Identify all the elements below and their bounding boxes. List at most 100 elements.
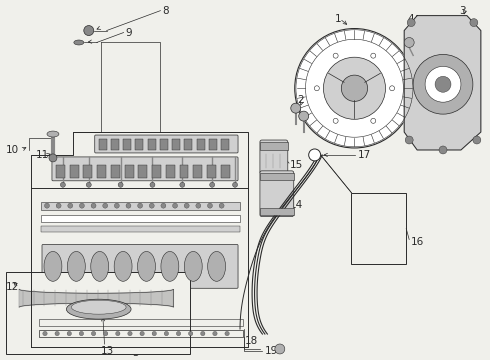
Circle shape (68, 203, 73, 208)
Text: 1: 1 (335, 14, 341, 24)
Circle shape (161, 203, 166, 208)
Circle shape (60, 182, 65, 187)
Bar (70, 165, 78, 178)
Ellipse shape (68, 251, 85, 281)
Text: 12: 12 (6, 282, 20, 292)
Circle shape (55, 331, 59, 336)
Bar (123, 139, 131, 150)
Ellipse shape (184, 251, 202, 281)
Ellipse shape (74, 40, 84, 45)
Circle shape (210, 182, 215, 187)
Bar (220, 165, 230, 178)
Text: 2: 2 (298, 95, 304, 105)
Circle shape (225, 331, 229, 336)
Text: 10: 10 (6, 145, 19, 155)
Text: 16: 16 (411, 237, 424, 247)
Text: 9: 9 (125, 27, 132, 37)
Circle shape (103, 203, 108, 208)
Circle shape (150, 182, 155, 187)
Text: 19: 19 (265, 346, 278, 356)
Circle shape (116, 331, 120, 336)
Text: 3: 3 (459, 6, 466, 15)
Circle shape (473, 136, 481, 144)
Bar (184, 139, 193, 150)
Circle shape (404, 37, 414, 48)
FancyBboxPatch shape (260, 140, 288, 174)
Circle shape (67, 331, 72, 336)
Circle shape (323, 57, 386, 119)
Circle shape (309, 149, 320, 161)
Circle shape (342, 75, 368, 102)
Bar (179, 165, 189, 178)
Circle shape (470, 19, 478, 27)
Circle shape (152, 331, 156, 336)
Ellipse shape (72, 300, 126, 314)
Ellipse shape (91, 251, 109, 281)
Circle shape (180, 182, 185, 187)
Ellipse shape (114, 251, 132, 281)
Bar (207, 165, 216, 178)
Ellipse shape (47, 131, 59, 137)
Text: 14: 14 (290, 200, 303, 210)
Text: 15: 15 (290, 160, 303, 170)
Bar (160, 139, 168, 150)
Bar (6, 273, 190, 354)
Bar (41, 202, 240, 210)
Bar (97, 165, 106, 178)
Circle shape (196, 203, 201, 208)
Circle shape (275, 344, 285, 354)
Circle shape (138, 203, 143, 208)
Circle shape (439, 146, 447, 154)
Circle shape (315, 86, 319, 91)
FancyBboxPatch shape (52, 157, 238, 181)
Bar (39, 330, 243, 337)
Circle shape (91, 203, 96, 208)
Circle shape (333, 53, 338, 58)
Bar (166, 165, 175, 178)
Text: 11: 11 (36, 150, 49, 160)
Bar (152, 165, 161, 178)
Bar (209, 139, 217, 150)
Text: 7: 7 (218, 140, 225, 150)
Ellipse shape (208, 251, 225, 281)
Circle shape (295, 28, 414, 148)
FancyBboxPatch shape (95, 135, 238, 153)
Bar (351, 193, 406, 264)
Text: 18: 18 (245, 336, 258, 346)
Circle shape (299, 111, 309, 121)
Circle shape (405, 136, 413, 144)
Circle shape (140, 331, 144, 336)
FancyBboxPatch shape (260, 171, 294, 217)
Bar (193, 165, 202, 178)
Circle shape (149, 203, 154, 208)
Circle shape (118, 182, 123, 187)
Circle shape (207, 203, 213, 208)
Circle shape (213, 331, 217, 336)
Circle shape (103, 331, 108, 336)
Text: 4: 4 (407, 14, 414, 24)
Ellipse shape (44, 251, 62, 281)
Bar (41, 226, 240, 231)
Bar (111, 139, 119, 150)
Bar (196, 139, 205, 150)
Text: 6: 6 (39, 330, 46, 340)
Text: 17: 17 (357, 150, 371, 160)
Circle shape (79, 203, 84, 208)
Circle shape (84, 26, 94, 36)
Circle shape (86, 182, 91, 187)
Bar (260, 173, 294, 180)
FancyBboxPatch shape (42, 244, 238, 288)
Bar (41, 215, 240, 222)
Bar (260, 142, 288, 150)
Bar (39, 319, 243, 326)
Circle shape (128, 331, 132, 336)
Circle shape (49, 154, 57, 162)
Circle shape (189, 331, 193, 336)
Circle shape (176, 331, 181, 336)
Bar (98, 139, 107, 150)
Text: 8: 8 (162, 6, 169, 15)
Bar (221, 139, 229, 150)
Circle shape (233, 182, 238, 187)
Circle shape (371, 118, 376, 123)
Ellipse shape (161, 251, 179, 281)
